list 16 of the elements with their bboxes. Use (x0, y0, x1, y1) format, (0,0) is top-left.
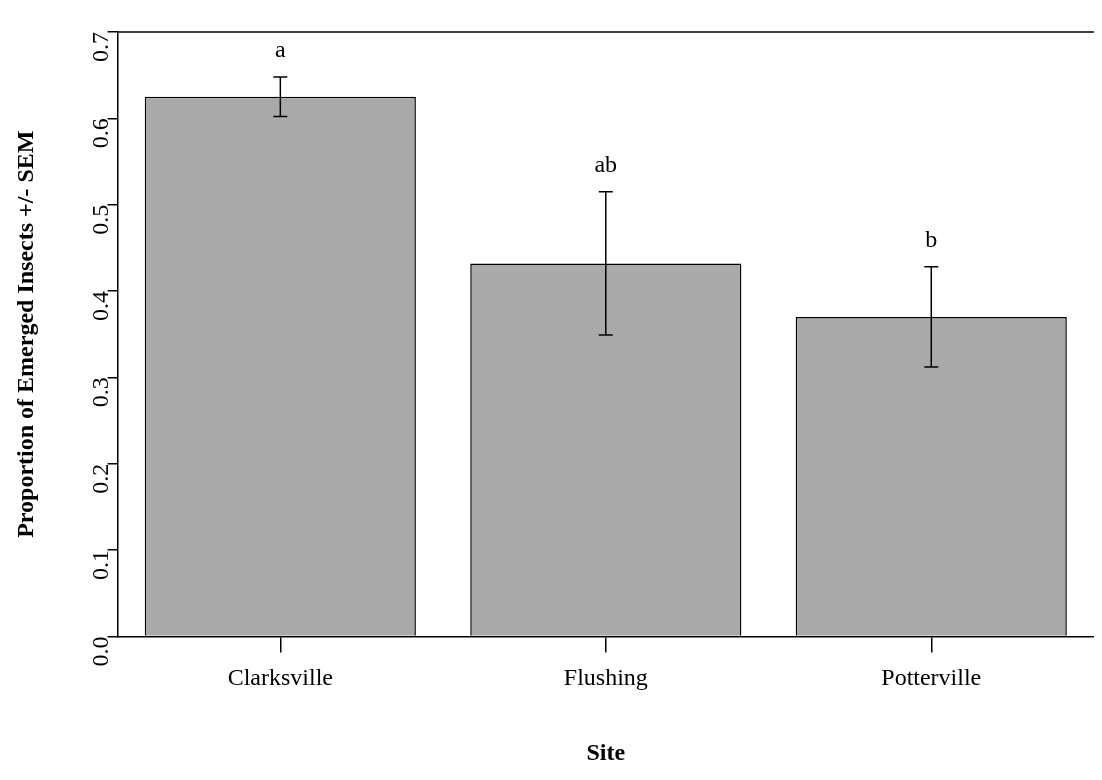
x-tick-label: Clarksville (227, 664, 333, 691)
annotation: ab (594, 151, 618, 178)
y-tick-label: 0.2 (86, 463, 113, 494)
y-tick-label: 0.7 (86, 32, 113, 62)
x-tick-label: Potterville (881, 664, 982, 691)
annotation: b (925, 226, 938, 253)
y-tick-label: 0.5 (86, 204, 113, 235)
y-axis-title: Proportion of Emerged Insects +/- SEM (11, 130, 38, 538)
y-tick-label: 0.0 (86, 636, 113, 667)
y-tick-label: 0.6 (86, 118, 113, 149)
y-tick-label: 0.3 (86, 377, 113, 408)
y-tick-label: 0.4 (86, 291, 113, 322)
x-tick-label: Flushing (563, 664, 648, 691)
annotation: a (275, 36, 287, 63)
x-axis-title: Site (586, 738, 626, 765)
y-tick-label: 0.1 (86, 550, 113, 581)
